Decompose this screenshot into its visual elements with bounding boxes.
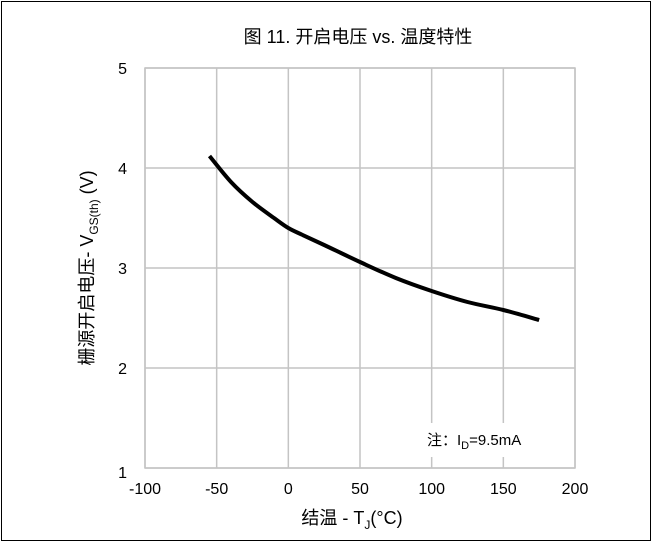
grid: [144, 67, 576, 469]
x-tick-label: 0: [284, 481, 293, 498]
annotation-box: 注：ID=9.5mA: [420, 423, 562, 457]
x-tick-label: 50: [351, 481, 369, 498]
y-tick-label: 5: [118, 61, 127, 78]
chart-title: 图 11. 开启电压 vs. 温度特性: [244, 27, 473, 47]
x-axis-label-sub: J: [364, 518, 370, 532]
annotation-text: 注：ID=9.5mA: [427, 432, 521, 452]
x-tick-label: 150: [490, 481, 517, 498]
y-axis-label-sub: GS(th): [87, 199, 101, 234]
x-axis-label-tail: (°C): [370, 508, 402, 528]
plot-area: [144, 67, 576, 469]
y-axis-label-tail: (V): [77, 170, 97, 199]
annotation-prefix: 注：I: [427, 432, 461, 449]
x-tick-label: -50: [205, 481, 228, 498]
annotation-sub: D: [461, 440, 469, 452]
x-axis-label-main: 结温 - T: [301, 508, 364, 528]
x-axis-ticks: -100 -50 0 50 100 150 200: [129, 481, 588, 498]
y-tick-label: 3: [118, 261, 127, 278]
x-tick-label: -100: [129, 481, 161, 498]
y-axis-label-main: 栅源开启电压- V: [77, 235, 97, 366]
y-axis-label: 栅源开启电压- VGS(th) (V): [77, 170, 101, 365]
y-tick-label: 2: [118, 361, 127, 378]
x-tick-label: 200: [562, 481, 589, 498]
y-axis-ticks: 1 2 3 4 5: [118, 61, 127, 482]
x-axis-label: 结温 - TJ(°C): [301, 508, 402, 532]
x-tick-label: 100: [418, 481, 445, 498]
series-line: [207, 154, 540, 322]
y-tick-label: 1: [118, 465, 127, 482]
series: [207, 154, 540, 322]
y-tick-label: 4: [118, 161, 127, 178]
annotation-tail: =9.5mA: [469, 432, 521, 449]
